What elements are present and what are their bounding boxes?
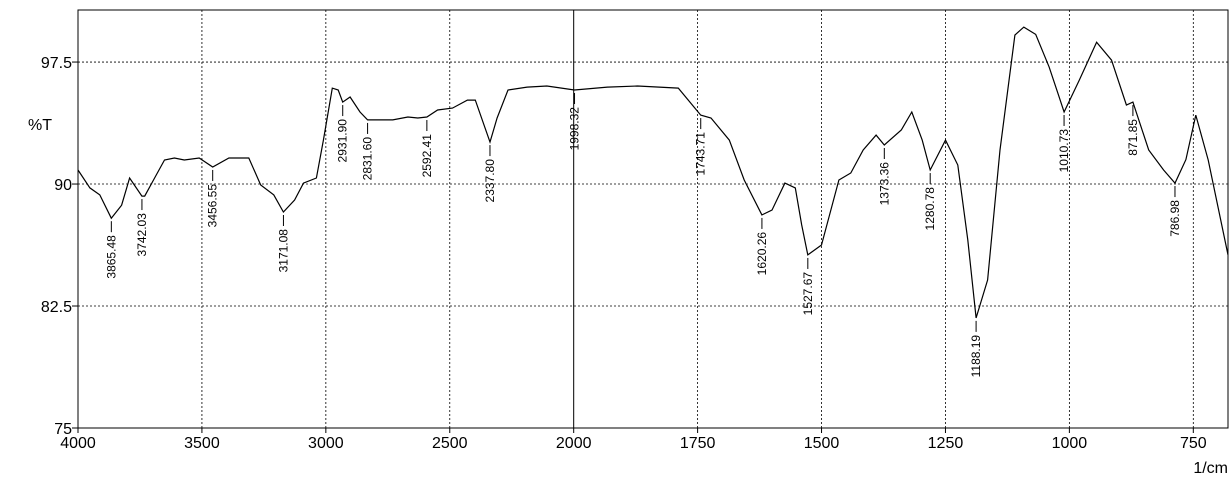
x-tick-label: 1500 <box>804 435 840 452</box>
x-tick-label: 2000 <box>556 435 592 452</box>
x-tick-label: 1000 <box>1052 435 1088 452</box>
peak-label: 3742.03 <box>135 213 149 257</box>
peak-label: 2831.60 <box>361 137 375 181</box>
x-axis-label: 1/cm <box>1193 460 1228 477</box>
x-tick-label: 1750 <box>680 435 716 452</box>
x-tick-label: 3500 <box>184 435 220 452</box>
peak-label: 1527.67 <box>801 272 815 316</box>
peak-label: 3456.55 <box>206 184 220 228</box>
x-tick-label: 3000 <box>308 435 344 452</box>
spectrum-line <box>77 26 1229 319</box>
peak-label: 1373.36 <box>877 162 891 206</box>
peak-label: 1010.73 <box>1057 129 1071 173</box>
peak-label: 2592.41 <box>420 134 434 178</box>
plot-frame <box>77 9 1229 429</box>
peak-label: 786.98 <box>1168 200 1182 237</box>
y-tick-label: 97.5 <box>41 55 72 72</box>
x-tick-label: 750 <box>1180 435 1207 452</box>
peak-label: 1998.32 <box>568 107 582 151</box>
x-tick-label: 1250 <box>928 435 964 452</box>
y-tick-label: 90 <box>54 177 72 194</box>
peak-label: 1620.26 <box>755 232 769 276</box>
peak-label: 3171.08 <box>276 229 290 273</box>
peak-label: 2337.80 <box>483 159 497 203</box>
y-tick-label: 82.5 <box>41 299 72 316</box>
x-tick-label: 2500 <box>432 435 468 452</box>
peak-label: 871.85 <box>1126 119 1140 156</box>
peak-label: 1280.78 <box>923 187 937 231</box>
peak-label: 1188.19 <box>969 335 983 378</box>
x-tick-label: 4000 <box>60 435 96 452</box>
peak-label: 2931.90 <box>336 119 350 163</box>
y-axis-label: %T <box>28 117 52 134</box>
peak-label: 1743.71 <box>694 132 708 176</box>
y-tick-label: 75 <box>54 421 72 438</box>
peak-label: 3865.48 <box>104 235 118 279</box>
